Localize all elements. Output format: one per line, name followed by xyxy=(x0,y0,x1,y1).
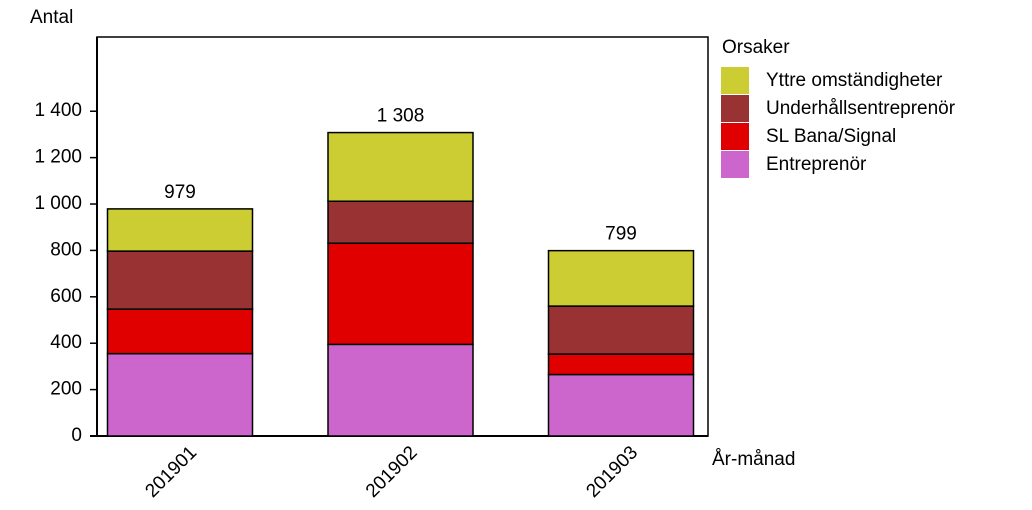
y-tick-label: 1 000 xyxy=(34,193,82,214)
bar-segment xyxy=(547,373,695,437)
legend-title: Orsaker xyxy=(722,37,790,58)
total-label: 1 308 xyxy=(377,106,425,127)
x-axis-label: År-månad xyxy=(712,449,795,470)
bar-segment xyxy=(547,305,695,355)
bar-segment xyxy=(327,200,474,244)
x-tick-label: 201903 xyxy=(582,442,642,502)
legend-label: Entreprenör xyxy=(766,154,867,175)
bar-segment xyxy=(106,208,254,252)
legend-swatch xyxy=(721,95,749,122)
legend-swatch xyxy=(721,151,749,178)
y-tick-label: 800 xyxy=(50,239,82,260)
legend-label: SL Bana/Signal xyxy=(766,126,896,147)
bar-segment xyxy=(327,343,474,437)
bar-segment xyxy=(327,242,474,346)
x-tick-label: 201902 xyxy=(362,442,422,502)
y-tick-label: 400 xyxy=(50,332,82,353)
bar-segment xyxy=(106,308,254,355)
legend-label: Yttre omständigheter xyxy=(766,70,943,91)
y-tick-label: 0 xyxy=(71,425,82,446)
bar-segment xyxy=(327,131,474,202)
x-tick-label: 201901 xyxy=(141,442,201,502)
total-label: 799 xyxy=(605,224,637,245)
y-tick-label: 1 400 xyxy=(34,100,82,121)
total-label: 979 xyxy=(164,182,196,203)
legend-label: Underhållsentreprenör xyxy=(766,98,956,119)
legend-swatch xyxy=(721,123,749,150)
bar-segment xyxy=(106,250,254,310)
bar-segment xyxy=(106,352,254,437)
y-tick-label: 200 xyxy=(50,379,82,400)
bar-segment xyxy=(547,353,695,376)
y-tick-label: 1 200 xyxy=(34,147,82,168)
y-tick-label: 600 xyxy=(50,286,82,307)
bar-segment xyxy=(547,249,695,307)
legend-swatch xyxy=(721,67,749,94)
y-axis-label: Antal xyxy=(30,7,73,28)
